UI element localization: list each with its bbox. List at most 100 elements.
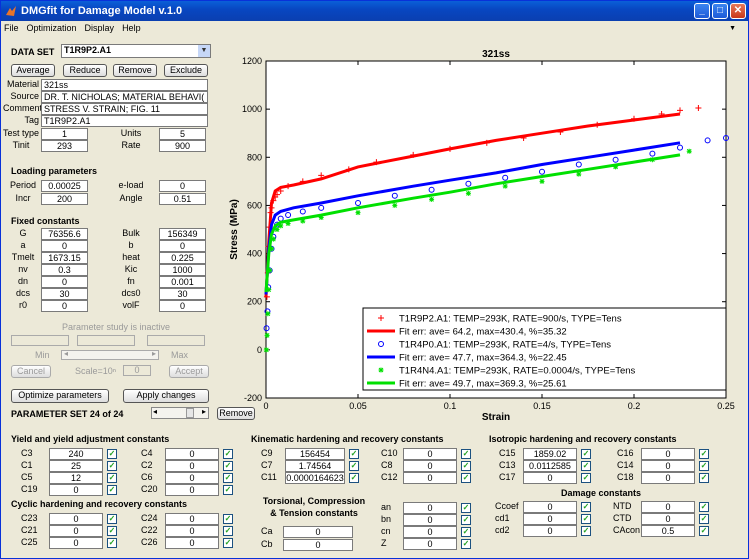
fixed-value-field[interactable]: 76356.6 bbox=[41, 228, 88, 240]
fixed-value-field[interactable]: 30 bbox=[41, 288, 88, 300]
constant-checkbox[interactable]: ✓ bbox=[581, 526, 591, 536]
paramset-right-icon[interactable]: ▸ bbox=[201, 407, 206, 416]
constant-checkbox[interactable]: ✓ bbox=[223, 538, 233, 548]
constant-checkbox[interactable]: ✓ bbox=[461, 515, 471, 525]
constant-field[interactable]: 0 bbox=[641, 501, 695, 513]
constant-field[interactable]: 0 bbox=[523, 525, 577, 537]
constant-field[interactable]: 0 bbox=[523, 501, 577, 513]
constant-checkbox[interactable]: ✓ bbox=[699, 526, 709, 536]
constant-field[interactable]: 0 bbox=[49, 513, 103, 525]
constant-field[interactable]: 25 bbox=[49, 460, 103, 472]
constant-checkbox[interactable]: ✓ bbox=[699, 449, 709, 459]
units-field[interactable]: 5 bbox=[159, 128, 206, 140]
constant-checkbox[interactable]: ✓ bbox=[223, 461, 233, 471]
paramset-left-icon[interactable]: ◂ bbox=[153, 407, 158, 416]
constant-checkbox[interactable]: ✓ bbox=[223, 473, 233, 483]
reduce-button[interactable]: Reduce bbox=[63, 64, 107, 77]
menu-display[interactable]: Display bbox=[84, 23, 115, 33]
constant-checkbox[interactable]: ✓ bbox=[107, 485, 117, 495]
source-field[interactable]: DR. T. NICHOLAS; MATERIAL BEHAVI( bbox=[41, 91, 208, 103]
constant-field[interactable]: 0 bbox=[403, 514, 457, 526]
constant-checkbox[interactable]: ✓ bbox=[461, 539, 471, 549]
constant-checkbox[interactable]: ✓ bbox=[699, 502, 709, 512]
fixed-value-field[interactable]: 0 bbox=[41, 240, 88, 252]
remove-dataset-button[interactable]: Remove bbox=[113, 64, 157, 77]
menu-help[interactable]: Help bbox=[122, 23, 141, 33]
constant-field[interactable]: 0 bbox=[49, 537, 103, 549]
testtype-field[interactable]: 1 bbox=[41, 128, 88, 140]
constant-checkbox[interactable]: ✓ bbox=[349, 461, 359, 471]
constant-checkbox[interactable]: ✓ bbox=[581, 461, 591, 471]
incr-field[interactable]: 200 bbox=[41, 193, 88, 205]
constant-field[interactable]: 0 bbox=[403, 460, 457, 472]
constant-field[interactable]: 0 bbox=[403, 502, 457, 514]
minimize-button[interactable]: _ bbox=[694, 3, 710, 19]
fixed-value-field[interactable]: 0 bbox=[159, 300, 206, 312]
remove-paramset-button[interactable]: Remove bbox=[217, 407, 255, 420]
constant-checkbox[interactable]: ✓ bbox=[107, 514, 117, 524]
fixed-value-field[interactable]: 0.001 bbox=[159, 276, 206, 288]
constant-checkbox[interactable]: ✓ bbox=[461, 449, 471, 459]
constant-field[interactable]: 0 bbox=[403, 538, 457, 550]
constant-checkbox[interactable]: ✓ bbox=[223, 449, 233, 459]
constant-checkbox[interactable]: ✓ bbox=[699, 461, 709, 471]
constant-field[interactable]: 1859.02 bbox=[523, 448, 577, 460]
constant-field[interactable]: 0 bbox=[165, 472, 219, 484]
constant-checkbox[interactable]: ✓ bbox=[349, 473, 359, 483]
close-button[interactable]: ✕ bbox=[730, 3, 746, 19]
constant-field[interactable]: 0 bbox=[403, 448, 457, 460]
constant-field[interactable]: 0 bbox=[165, 513, 219, 525]
paramset-slider[interactable]: ◂ ▸ bbox=[151, 407, 209, 419]
constant-checkbox[interactable]: ✓ bbox=[107, 526, 117, 536]
constant-checkbox[interactable]: ✓ bbox=[461, 527, 471, 537]
menu-file[interactable]: File bbox=[4, 23, 19, 33]
constant-checkbox[interactable]: ✓ bbox=[581, 502, 591, 512]
rate-field[interactable]: 900 bbox=[159, 140, 206, 152]
constant-field[interactable]: 1.74564 bbox=[285, 460, 345, 472]
constant-field[interactable]: 0 bbox=[165, 537, 219, 549]
constant-checkbox[interactable]: ✓ bbox=[223, 485, 233, 495]
fixed-value-field[interactable]: 1673.15 bbox=[41, 252, 88, 264]
constant-checkbox[interactable]: ✓ bbox=[223, 526, 233, 536]
constant-checkbox[interactable]: ✓ bbox=[223, 514, 233, 524]
constant-checkbox[interactable]: ✓ bbox=[107, 538, 117, 548]
average-button[interactable]: Average bbox=[11, 64, 55, 77]
constant-field[interactable]: 0 bbox=[641, 448, 695, 460]
constant-checkbox[interactable]: ✓ bbox=[581, 449, 591, 459]
constant-checkbox[interactable]: ✓ bbox=[107, 461, 117, 471]
fixed-value-field[interactable]: 1000 bbox=[159, 264, 206, 276]
constant-checkbox[interactable]: ✓ bbox=[461, 473, 471, 483]
constant-field[interactable]: 0.0000164623 bbox=[285, 472, 345, 484]
tinit-field[interactable]: 293 bbox=[41, 140, 88, 152]
constant-field[interactable]: 12 bbox=[49, 472, 103, 484]
fixed-value-field[interactable]: 156349 bbox=[159, 228, 206, 240]
constant-field[interactable]: 0.5 bbox=[641, 525, 695, 537]
constant-field[interactable]: 240 bbox=[49, 448, 103, 460]
exclude-button[interactable]: Exclude bbox=[164, 64, 208, 77]
constant-field[interactable]: 0 bbox=[403, 472, 457, 484]
constant-checkbox[interactable]: ✓ bbox=[581, 473, 591, 483]
fixed-value-field[interactable]: 30 bbox=[159, 288, 206, 300]
constant-field[interactable]: 0 bbox=[403, 526, 457, 538]
dataset-select[interactable]: T1R9P2.A1 ▼ bbox=[61, 44, 211, 58]
tag-field[interactable]: T1R9P2.A1 bbox=[41, 115, 208, 127]
menu-optimization[interactable]: Optimization bbox=[26, 23, 77, 33]
constant-field[interactable]: 0 bbox=[49, 484, 103, 496]
constant-field[interactable]: 0 bbox=[283, 539, 353, 551]
fixed-value-field[interactable]: 0.3 bbox=[41, 264, 88, 276]
chevron-down-icon[interactable]: ▼ bbox=[198, 45, 210, 57]
material-field[interactable]: 321ss bbox=[41, 79, 208, 91]
optimize-parameters-button[interactable]: Optimize parameters bbox=[11, 389, 109, 403]
eload-field[interactable]: 0 bbox=[159, 180, 206, 192]
fixed-value-field[interactable]: 0 bbox=[159, 240, 206, 252]
maximize-button[interactable]: □ bbox=[712, 3, 728, 19]
constant-field[interactable]: 0 bbox=[641, 460, 695, 472]
fixed-value-field[interactable]: 0 bbox=[41, 276, 88, 288]
apply-changes-button[interactable]: Apply changes bbox=[123, 389, 209, 403]
constant-checkbox[interactable]: ✓ bbox=[461, 461, 471, 471]
constant-field[interactable]: 0 bbox=[523, 472, 577, 484]
angle-field[interactable]: 0.51 bbox=[159, 193, 206, 205]
constant-checkbox[interactable]: ✓ bbox=[107, 449, 117, 459]
comment-field[interactable]: STRESS V. STRAIN; FIG. 11 bbox=[41, 103, 208, 115]
constant-checkbox[interactable]: ✓ bbox=[581, 514, 591, 524]
